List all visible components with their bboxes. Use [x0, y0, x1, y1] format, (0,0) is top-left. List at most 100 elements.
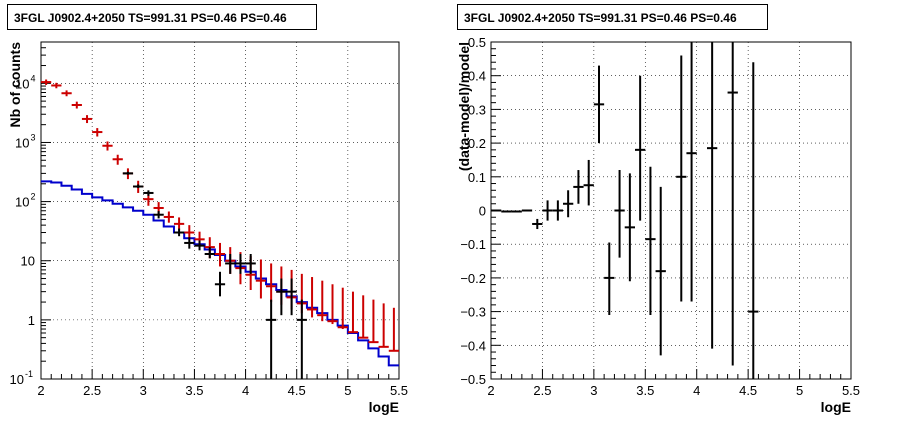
data-point: [184, 237, 195, 249]
model-point: [112, 154, 123, 165]
residual-point: [676, 55, 687, 302]
x-tick-label: 5.5: [390, 383, 408, 398]
x-tick-label: 5.5: [842, 383, 860, 398]
y-tick-label: 0.3: [468, 102, 486, 117]
model-point: [347, 291, 359, 334]
data-point: [143, 190, 154, 196]
residual-point: [593, 65, 605, 144]
x-tick-label: 2: [37, 383, 44, 398]
data-point: [122, 171, 134, 175]
x-tick-label: 4: [693, 383, 700, 398]
y-tick-label: 10: [15, 195, 29, 210]
data-point: [266, 299, 277, 379]
data-point: [133, 184, 144, 188]
y-tick-label: 0: [479, 204, 486, 219]
model-point: [41, 79, 52, 85]
residual-point: [645, 166, 656, 315]
data-point: [214, 271, 226, 297]
x-tick-label: 4.5: [288, 383, 306, 398]
y-tick-exponent: 2: [31, 192, 36, 202]
x-tick-label: 3.5: [636, 383, 654, 398]
x-tick-label: 3.5: [185, 383, 203, 398]
data-point: [245, 253, 256, 274]
model-point: [81, 115, 93, 124]
model-point: [378, 303, 389, 348]
data-point: [204, 247, 215, 259]
residual-point: [604, 242, 615, 315]
model-point: [317, 280, 328, 322]
model-point: [184, 225, 195, 240]
y-tick-label: −0.1: [460, 237, 486, 252]
residual-point: [727, 42, 738, 366]
model-point: [163, 211, 174, 223]
data-point: [153, 211, 164, 219]
model-point: [214, 242, 226, 267]
y-tick-exponent: 3: [31, 132, 36, 142]
y-axis-label: Nb of counts: [7, 42, 23, 128]
y-tick-label: 0.1: [468, 170, 486, 185]
model-point: [51, 82, 62, 89]
y-tick-label: −0.2: [460, 271, 486, 286]
model-point: [173, 217, 185, 231]
model-point: [266, 263, 277, 303]
y-tick-label: 10: [10, 372, 24, 387]
y-tick-exponent: -1: [25, 369, 33, 379]
residuals-chart: 2 2.5 3 3.5 4 4.5 5 5.5 −0.5 −0.4 −0.3 −0.2 −0.1 0 0.1…: [456, 35, 860, 415]
model-point: [337, 287, 348, 330]
data-point: [225, 253, 236, 274]
x-tick-label: 3: [140, 383, 147, 398]
residual-point: [748, 62, 759, 379]
y-tick-label: 1: [28, 313, 35, 328]
model-point: [61, 90, 72, 97]
y-tick-label: −0.3: [460, 305, 486, 320]
y-tick-label: −0.4: [460, 338, 486, 353]
residual-point: [552, 200, 563, 221]
residual-point: [686, 42, 697, 302]
residual-point: [563, 190, 574, 218]
model-point: [92, 128, 103, 137]
residuals-panel: 3FGL J0902.4+2050 TS=991.31 PS=0.46 PS=0…: [449, 0, 898, 421]
model-point: [255, 259, 267, 299]
data-point: [276, 278, 287, 316]
model-point: [368, 299, 379, 344]
y-axis-label: (data-model)/model: [456, 42, 472, 171]
residual-point: [542, 200, 553, 221]
residual-point: [707, 42, 718, 349]
y-tick-label: 10: [15, 135, 29, 150]
x-tick-label: 4.5: [739, 383, 757, 398]
model-point: [102, 141, 113, 151]
residual-point: [583, 159, 594, 206]
x-axis-label: logE: [369, 399, 399, 415]
chart-title: 3FGL J0902.4+2050 TS=991.31 PS=0.46 PS=0…: [457, 4, 768, 30]
y-tick-exponent: 4: [31, 73, 36, 83]
model-point: [71, 101, 82, 109]
x-tick-label: 2.5: [533, 383, 551, 398]
y-tick-label: 0.4: [468, 69, 486, 84]
model-point: [327, 284, 338, 325]
x-tick-label: 5: [796, 383, 803, 398]
model-point: [306, 277, 318, 318]
residual-point: [635, 75, 646, 221]
residual-point: [573, 170, 584, 204]
chart-title: 3FGL J0902.4+2050 TS=991.31 PS=0.46 PS=0…: [7, 4, 317, 30]
residual-point: [624, 173, 635, 282]
residual-point: [614, 170, 625, 258]
residual-point: [532, 218, 543, 230]
y-tick-label: 0.5: [468, 35, 486, 50]
x-tick-label: 3: [590, 383, 597, 398]
x-tick-label: 4: [242, 383, 249, 398]
data-point: [194, 240, 205, 251]
y-tick-label: 10: [21, 254, 35, 269]
data-point: [235, 253, 246, 274]
y-tick-label: −0.5: [460, 372, 486, 387]
data-point: [296, 299, 307, 379]
data-point: [286, 278, 297, 316]
residual-point: [655, 186, 666, 356]
x-tick-label: 2: [487, 383, 494, 398]
y-tick-label: 0.2: [468, 136, 486, 151]
x-axis-label: logE: [821, 399, 851, 415]
model-point: [388, 307, 399, 352]
x-tick-label: 5: [344, 383, 351, 398]
counts-panel: 3FGL J0902.4+2050 TS=991.31 PS=0.46 PS=0…: [7, 4, 408, 415]
